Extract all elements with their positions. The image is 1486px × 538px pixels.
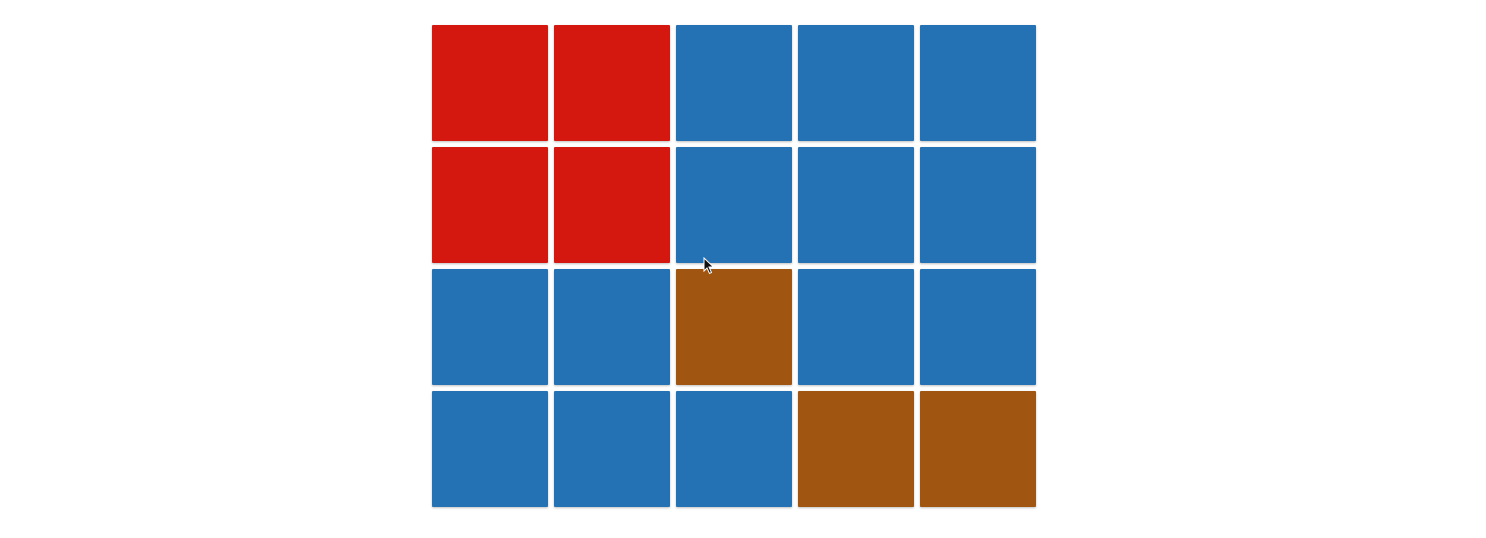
tile-blue[interactable] (676, 147, 792, 263)
tile-blue[interactable] (676, 391, 792, 507)
tile-blue[interactable] (432, 391, 548, 507)
tile-blue[interactable] (920, 25, 1036, 141)
tile-blue[interactable] (920, 147, 1036, 263)
tile-blue[interactable] (554, 391, 670, 507)
tile-blue[interactable] (432, 269, 548, 385)
tile-red[interactable] (554, 147, 670, 263)
tile-blue[interactable] (920, 269, 1036, 385)
tile-blue[interactable] (676, 25, 792, 141)
tile-brown[interactable] (676, 269, 792, 385)
tile-blue[interactable] (554, 269, 670, 385)
tile-blue[interactable] (798, 25, 914, 141)
tile-blue[interactable] (798, 147, 914, 263)
tile-grid (432, 25, 1037, 510)
tile-red[interactable] (554, 25, 670, 141)
tile-blue[interactable] (798, 269, 914, 385)
tile-brown[interactable] (920, 391, 1036, 507)
tile-red[interactable] (432, 25, 548, 141)
tile-red[interactable] (432, 147, 548, 263)
tile-brown[interactable] (798, 391, 914, 507)
